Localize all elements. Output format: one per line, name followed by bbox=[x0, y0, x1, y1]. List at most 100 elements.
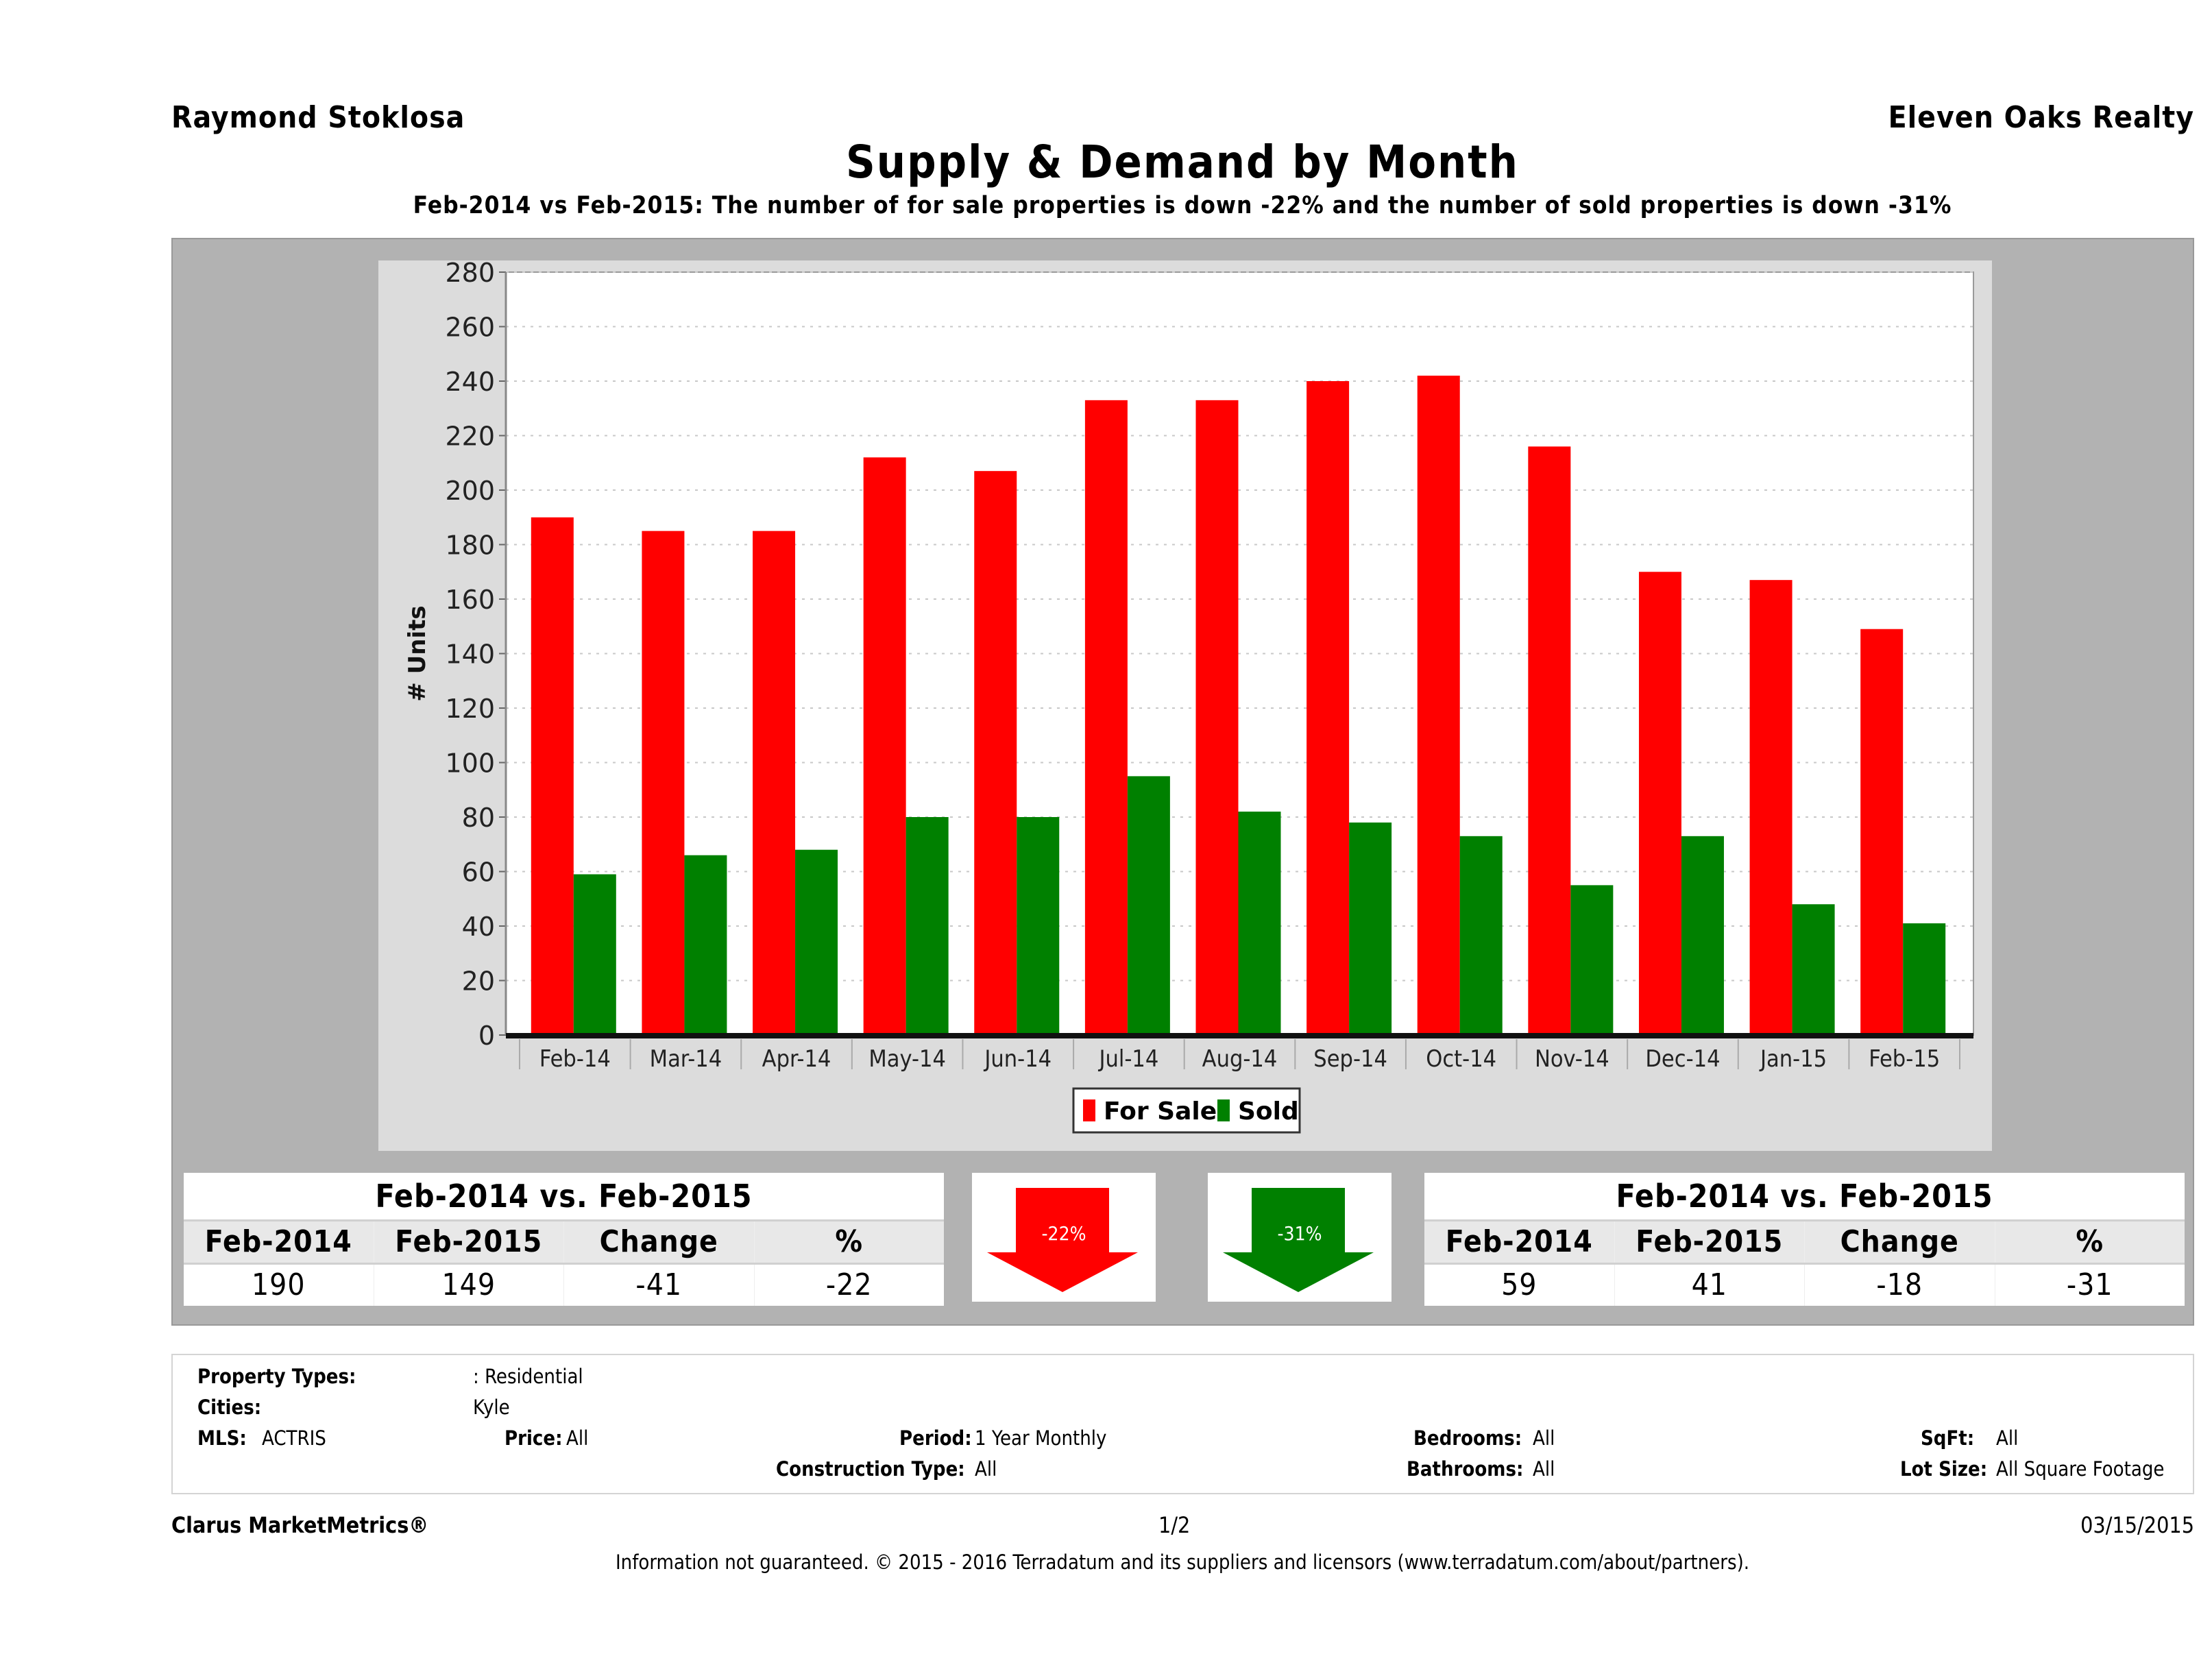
for-sale-bar bbox=[1306, 381, 1350, 1035]
x-tick-label: Nov-14 bbox=[1535, 1045, 1609, 1073]
for-sale-legend-swatch bbox=[1083, 1099, 1095, 1121]
cities-value: Kyle bbox=[473, 1396, 510, 1419]
value-cell: -31 bbox=[2066, 1267, 2113, 1302]
y-tick-label: 220 bbox=[445, 422, 495, 452]
x-tick-label: Jan-15 bbox=[1759, 1045, 1827, 1073]
sold-bar bbox=[684, 855, 727, 1035]
sold-bar bbox=[906, 817, 949, 1035]
property-types-value: : Residential bbox=[473, 1365, 583, 1388]
header-cell: Feb-2015 bbox=[1615, 1221, 1805, 1263]
for-sale-bar bbox=[1638, 572, 1681, 1035]
x-tick-label: Feb-14 bbox=[539, 1045, 611, 1073]
table-row: 190 149 -41 -22 bbox=[184, 1265, 944, 1306]
header-cell: Feb-2014 bbox=[1424, 1221, 1615, 1263]
value-cell: 149 bbox=[374, 1265, 564, 1306]
bathrooms-label: Bathrooms: bbox=[1407, 1457, 1524, 1481]
for-sale-bar bbox=[1195, 400, 1239, 1035]
report-date: 03/15/2015 bbox=[2080, 1512, 2194, 1538]
for-sale-bar bbox=[1084, 400, 1128, 1035]
for-sale-bar bbox=[863, 457, 906, 1035]
for-sale-summary-table: Feb-2014 vs. Feb-2015 Feb-2014 Feb-2015 … bbox=[184, 1173, 944, 1306]
sold-legend-label: Sold bbox=[1238, 1097, 1299, 1126]
x-tick-label: May-14 bbox=[868, 1045, 946, 1073]
value-cell: -18 bbox=[1805, 1265, 1995, 1306]
sold-bar bbox=[1238, 812, 1281, 1035]
y-tick-label: 80 bbox=[462, 803, 495, 833]
disclaimer: Information not guaranteed. © 2015 - 201… bbox=[615, 1551, 1750, 1574]
page-title: Supply & Demand by Month bbox=[846, 136, 1519, 189]
sqft-label: SqFt: bbox=[1921, 1426, 1975, 1450]
for-sale-bar bbox=[531, 517, 574, 1035]
page-subtitle: Feb-2014 vs Feb-2015: The number of for … bbox=[413, 192, 1952, 219]
x-tick-label: Apr-14 bbox=[762, 1045, 831, 1073]
table-title: Feb-2014 vs. Feb-2015 bbox=[1424, 1173, 2185, 1221]
sold-bar bbox=[573, 874, 616, 1035]
sold-bar bbox=[1127, 776, 1170, 1035]
price-value: All bbox=[566, 1426, 589, 1450]
y-tick-label: 100 bbox=[445, 749, 495, 779]
for-sale-bar bbox=[1417, 376, 1460, 1035]
sqft-value: All bbox=[1996, 1426, 2019, 1450]
for-sale-change-badge: -22% bbox=[972, 1173, 1156, 1302]
for-sale-bar bbox=[1749, 580, 1792, 1035]
y-tick-label: 0 bbox=[478, 1021, 495, 1051]
header-cell: Feb-2015 bbox=[374, 1221, 564, 1263]
y-axis-label: # Units bbox=[404, 605, 431, 701]
sold-bar bbox=[795, 849, 838, 1035]
x-tick-label: Feb-15 bbox=[1869, 1045, 1940, 1073]
construction-type-label: Construction Type: bbox=[776, 1457, 965, 1481]
value-cell: -41 bbox=[564, 1265, 755, 1306]
for-sale-legend-label: For Sale bbox=[1104, 1097, 1217, 1126]
arrow-down-icon bbox=[1223, 1188, 1374, 1292]
x-tick-label: Oct-14 bbox=[1426, 1045, 1496, 1073]
y-tick-label: 180 bbox=[445, 531, 495, 561]
lot-size-label: Lot Size: bbox=[1900, 1457, 1988, 1481]
mls-label: MLS: bbox=[197, 1426, 247, 1450]
property-types-label: Property Types: bbox=[197, 1365, 356, 1388]
sold-change-label: -31% bbox=[1277, 1222, 1322, 1245]
arrow-down-icon bbox=[987, 1188, 1138, 1292]
x-tick-label: Aug-14 bbox=[1202, 1045, 1278, 1073]
value-cell: 190 bbox=[184, 1265, 374, 1306]
table-row: 59 41 -18 -31 bbox=[1424, 1265, 2185, 1306]
sold-bar bbox=[1459, 836, 1503, 1035]
sold-change-badge: -31% bbox=[1208, 1173, 1391, 1302]
for-sale-bar bbox=[642, 531, 685, 1035]
chart-panel: 0 20 40 60 80 100 120 140 160 180 200 220 240 260 280 #… bbox=[171, 238, 2194, 1326]
header-cell: Feb-2014 bbox=[184, 1221, 374, 1263]
sold-summary-table: Feb-2014 vs. Feb-2015 Feb-2014 Feb-2015 … bbox=[1424, 1173, 2185, 1306]
y-tick-label: 120 bbox=[445, 694, 495, 724]
for-sale-change-label: -22% bbox=[1041, 1222, 1086, 1245]
sold-bar bbox=[1681, 836, 1724, 1035]
office-name: Eleven Oaks Realty bbox=[1888, 100, 2194, 135]
price-label: Price: bbox=[505, 1426, 563, 1450]
y-tick-label: 160 bbox=[445, 585, 495, 615]
bedrooms-label: Bedrooms: bbox=[1413, 1426, 1522, 1450]
y-tick-label: 140 bbox=[445, 640, 495, 670]
bathrooms-value: All bbox=[1533, 1457, 1555, 1481]
y-tick-label: 240 bbox=[445, 367, 495, 397]
table-header-row: Feb-2014 Feb-2015 Change % bbox=[184, 1221, 944, 1265]
sold-bar bbox=[1017, 817, 1060, 1035]
value-cell: 59 bbox=[1424, 1265, 1615, 1306]
sold-bar bbox=[1570, 885, 1614, 1035]
y-tick-label: 60 bbox=[462, 858, 495, 888]
value-cell: 41 bbox=[1615, 1265, 1805, 1306]
header-cell: Change bbox=[564, 1221, 755, 1263]
x-tick-label: Dec-14 bbox=[1645, 1045, 1720, 1073]
y-tick-label: 260 bbox=[445, 313, 495, 343]
cities-label: Cities: bbox=[197, 1396, 262, 1419]
bedrooms-value: All bbox=[1533, 1426, 1555, 1450]
sold-bar bbox=[1349, 822, 1392, 1035]
mls-value: ACTRIS bbox=[262, 1426, 326, 1450]
header-cell: % bbox=[2076, 1224, 2104, 1259]
y-tick-label: 280 bbox=[445, 260, 495, 288]
sold-bar bbox=[1792, 904, 1835, 1035]
x-tick-label: Sep-14 bbox=[1313, 1045, 1387, 1073]
header-cell: % bbox=[835, 1224, 864, 1259]
for-sale-bar bbox=[1528, 446, 1571, 1035]
table-title: Feb-2014 vs. Feb-2015 bbox=[184, 1173, 944, 1221]
chart-area: 0 20 40 60 80 100 120 140 160 180 200 220 240 260 280 #… bbox=[378, 260, 1992, 1151]
y-tick-label: 200 bbox=[445, 476, 495, 506]
period-value: 1 Year Monthly bbox=[975, 1426, 1107, 1450]
